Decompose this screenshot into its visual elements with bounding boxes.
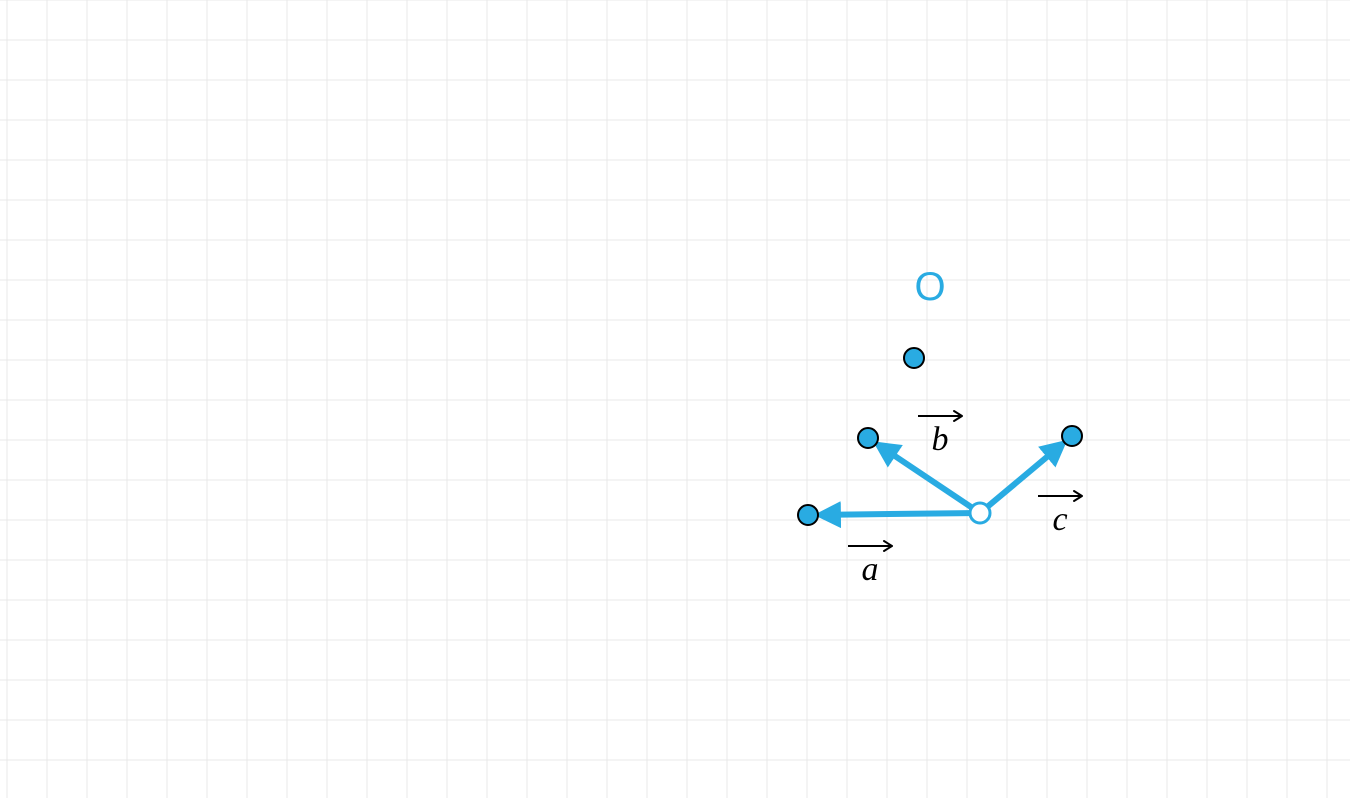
point-a_tip[interactable] [798, 505, 818, 525]
point-O[interactable] [904, 348, 924, 368]
svg-text:c: c [1052, 501, 1067, 538]
svg-text:b: b [932, 421, 949, 458]
vector-b[interactable] [880, 446, 971, 507]
svg-text:a: a [862, 551, 879, 588]
label-vec-b: b [918, 411, 962, 458]
vector-a[interactable] [822, 513, 969, 515]
label-O: O [914, 265, 945, 309]
point-b_tip[interactable] [858, 428, 878, 448]
grid [0, 0, 1350, 798]
point-origin[interactable] [970, 503, 990, 523]
vector-diagram: Oa b c [0, 0, 1350, 798]
label-vec-c: c [1038, 491, 1082, 538]
point-c_tip[interactable] [1062, 426, 1082, 446]
label-vec-a: a [848, 541, 892, 588]
